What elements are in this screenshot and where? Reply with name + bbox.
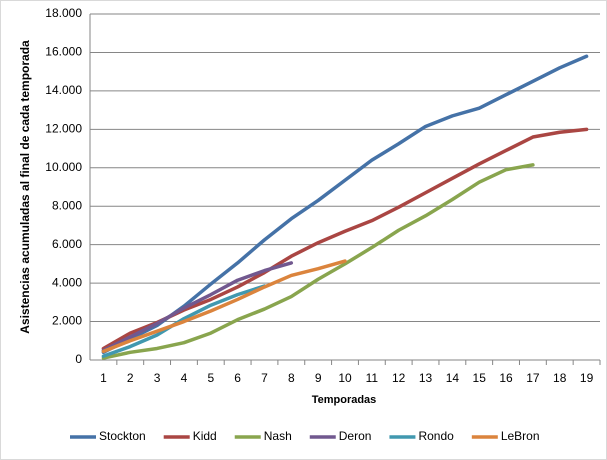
- x-tick-label: 4: [181, 371, 188, 385]
- x-tick-label: 1: [100, 371, 107, 385]
- x-tick-label: 14: [446, 371, 460, 385]
- y-tick-label: 12.000: [45, 122, 82, 136]
- y-tick-label: 14.000: [45, 83, 82, 97]
- x-tick-label: 3: [154, 371, 161, 385]
- y-tick-label: 2.000: [52, 314, 82, 328]
- legend-label: Deron: [339, 429, 372, 443]
- x-tick-label: 2: [127, 371, 134, 385]
- x-tick-label: 15: [473, 371, 487, 385]
- series-line: [101, 259, 347, 354]
- x-tick-label: 8: [288, 371, 295, 385]
- x-tick-label: 17: [526, 371, 540, 385]
- y-tick-label: 8.000: [52, 198, 82, 212]
- legend-label: Nash: [264, 429, 292, 443]
- series-line: [101, 284, 267, 358]
- legend-label: Kidd: [193, 429, 217, 443]
- series-line: [101, 261, 294, 353]
- x-tick-label: 10: [338, 371, 352, 385]
- legend-label: Stockton: [99, 429, 146, 443]
- y-tick-label: 0: [75, 352, 82, 366]
- x-tick-label: 18: [553, 371, 567, 385]
- legend-label: LeBron: [501, 429, 540, 443]
- x-tick-label: 5: [207, 371, 214, 385]
- x-tick-label: 11: [366, 371, 379, 385]
- x-tick-label: 16: [499, 371, 513, 385]
- y-tick-label: 18.000: [45, 6, 82, 20]
- legend-label: Rondo: [418, 429, 454, 443]
- x-axis-label: Temporadas: [312, 394, 377, 406]
- y-tick-label: 10.000: [45, 160, 82, 174]
- x-tick-label: 7: [261, 371, 268, 385]
- x-tick-label: 12: [392, 371, 406, 385]
- x-tick-label: 13: [419, 371, 433, 385]
- x-tick-label: 6: [234, 371, 241, 385]
- x-tick-label: 9: [315, 371, 322, 385]
- y-tick-label: 4.000: [52, 275, 82, 289]
- y-axis-label: Asistencias acumuladas al final de cada …: [18, 40, 32, 334]
- x-tick-label: 19: [580, 371, 594, 385]
- y-tick-label: 16.000: [45, 45, 82, 59]
- y-tick-label: 6.000: [52, 237, 82, 251]
- series-line: [101, 163, 535, 360]
